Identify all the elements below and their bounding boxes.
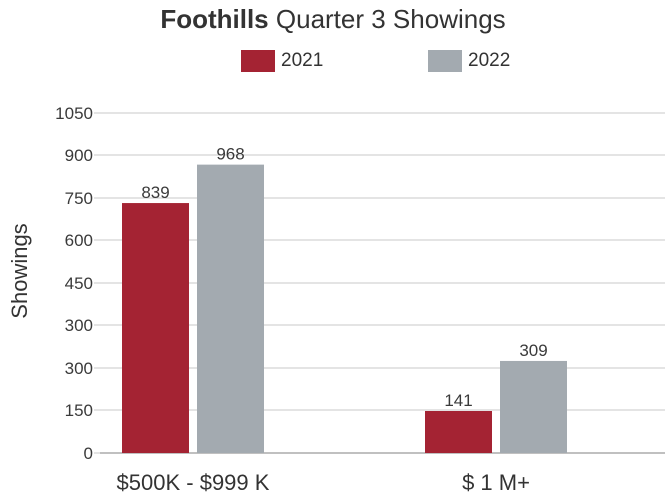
y-tick-label: 1050: [55, 104, 93, 123]
legend-label-2021: 2021: [281, 50, 324, 71]
y-tick-label: 0: [84, 444, 93, 463]
legend-item-2022: 2022: [428, 50, 510, 72]
x-tick-label: $500K - $999 K: [117, 470, 270, 495]
y-tick-label: 900: [65, 146, 93, 165]
y-tick-label: 450: [65, 274, 93, 293]
chart-title-strong: Foothills: [160, 4, 269, 34]
legend: 2021 2022: [0, 50, 666, 76]
y-tick-label: 300: [65, 316, 93, 335]
data-label: 309: [519, 341, 547, 360]
data-label: 141: [444, 391, 472, 410]
chart-title-rest: Quarter 3 Showings: [268, 4, 506, 34]
legend-swatch-2021: [241, 50, 275, 72]
bar-2022-1: [500, 360, 567, 453]
y-tick-label: 600: [65, 231, 93, 250]
legend-item-2021: 2021: [241, 50, 323, 72]
chart-title: Foothills Quarter 3 Showings: [0, 4, 666, 35]
y-tick-label: 300: [65, 359, 93, 378]
bar-2021-1: [425, 410, 492, 453]
data-label: 968: [216, 145, 244, 164]
legend-label-2022: 2022: [468, 50, 511, 71]
bar-2022-0: [197, 164, 264, 454]
y-tick-label: 750: [65, 189, 93, 208]
data-label: 839: [141, 183, 169, 202]
x-tick-label: $ 1 M+: [462, 470, 530, 495]
y-tick-label: 150: [65, 401, 93, 420]
bar-2021-0: [122, 203, 189, 453]
legend-swatch-2022: [428, 50, 462, 72]
